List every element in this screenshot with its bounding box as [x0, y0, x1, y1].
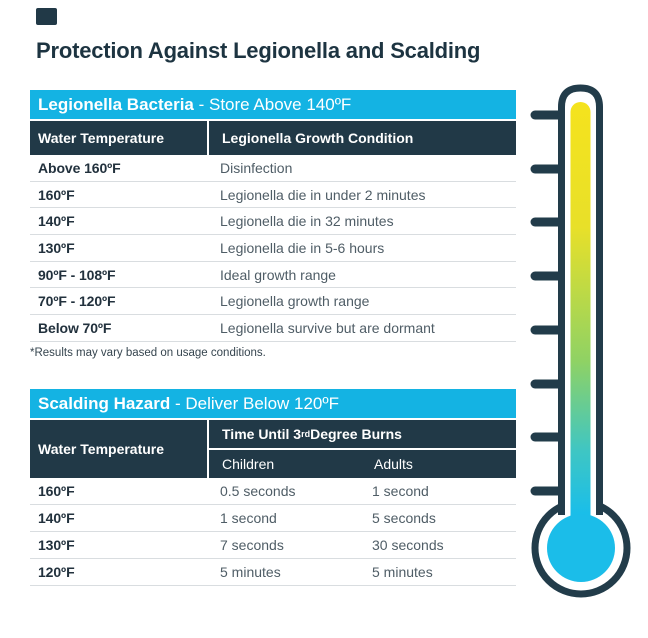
legionella-band-rest-text: - Store Above 140ºF [193, 95, 352, 114]
table-row: 130ºF Legionella die in 5-6 hours [30, 235, 516, 262]
table-row: 140ºF Legionella die in 32 minutes [30, 208, 516, 236]
legionella-table: Legionella Bacteria - Store Above 140ºF … [30, 90, 516, 359]
thermometer-tick-marks [530, 110, 565, 496]
row-temperature: 90ºF - 108ºF [38, 266, 116, 283]
row-temperature: 160ºF [38, 482, 75, 499]
row-temperature: 140ºF [38, 509, 75, 526]
row-children-time: 1 second [220, 509, 277, 526]
row-temperature: 130ºF [38, 239, 75, 256]
row-temperature: 160ºF [38, 186, 75, 203]
row-condition: Legionella die in under 2 minutes [220, 186, 426, 203]
subheader-children: Children [222, 455, 275, 472]
thermometer-bulb-fill [547, 514, 615, 582]
row-condition: Legionella die in 32 minutes [220, 213, 394, 230]
table-row: 140ºF 1 second 5 seconds [30, 505, 516, 532]
table-row: Below 70ºF Legionella survive but are do… [30, 315, 516, 342]
table-row: 160ºF 0.5 seconds 1 second [30, 478, 516, 505]
scalding-subheader-row: Children Adults [209, 450, 516, 478]
thermometer-gradient-icon [530, 84, 631, 598]
row-temperature: Above 160ºF [38, 159, 121, 176]
row-temperature: 70ºF - 120ºF [38, 293, 116, 310]
table-row: 120ºF 5 minutes 5 minutes [30, 559, 516, 586]
scalding-table: Scalding Hazard - Deliver Below 120ºF Wa… [30, 388, 516, 586]
scalding-band-bold-text: Scalding Hazard [38, 393, 171, 413]
subheader-adults: Adults [374, 455, 413, 472]
content-column: Legionella Bacteria - Store Above 140ºF … [30, 90, 516, 586]
table-row: Above 160ºF Disinfection [30, 155, 516, 182]
section-spacer [30, 359, 516, 389]
burns-label-post: Degree Burns [310, 425, 402, 442]
brand-logo-square [36, 8, 57, 25]
row-temperature: 130ºF [38, 536, 75, 553]
row-condition: Legionella survive but are dormant [220, 319, 435, 336]
page-title: Protection Against Legionella and Scaldi… [36, 38, 481, 63]
thermometer-gradient-column [570, 102, 591, 549]
row-condition: Ideal growth range [220, 266, 336, 283]
scalding-band-rest-text: - Deliver Below 120ºF [170, 393, 339, 413]
row-adults-time: 1 second [372, 482, 429, 499]
row-temperature: Below 70ºF [38, 319, 112, 336]
row-temperature: 120ºF [38, 563, 75, 580]
row-adults-time: 5 minutes [372, 563, 433, 580]
row-children-time: 5 minutes [220, 563, 281, 580]
row-children-time: 0.5 seconds [220, 482, 296, 499]
row-condition: Legionella growth range [220, 293, 370, 310]
table-row: 70ºF - 120ºF Legionella growth range [30, 288, 516, 316]
burns-label-pre: Time Until 3 [222, 425, 302, 442]
row-adults-time: 30 seconds [372, 536, 444, 553]
legionella-table-title-band: Legionella Bacteria - Store Above 140ºF [30, 90, 516, 119]
row-temperature: 140ºF [38, 213, 75, 230]
row-condition: Legionella die in 5-6 hours [220, 239, 385, 256]
row-condition: Disinfection [220, 159, 293, 176]
legionella-table-header: Water Temperature Legionella Growth Cond… [30, 121, 516, 155]
table-row: 90ºF - 108ºF Ideal growth range [30, 262, 516, 289]
legionella-band-bold-text: Legionella Bacteria [38, 95, 194, 114]
table-row: 130ºF 7 seconds 30 seconds [30, 532, 516, 559]
scalding-table-title-band: Scalding Hazard - Deliver Below 120ºF [30, 388, 516, 418]
legionella-header-growth-condition: Legionella Growth Condition [222, 130, 414, 146]
legionella-header-water-temperature: Water Temperature [30, 121, 209, 155]
row-children-time: 7 seconds [220, 536, 284, 553]
scalding-header-water-temperature: Water Temperature [30, 419, 209, 478]
table-row: 160ºF Legionella die in under 2 minutes [30, 182, 516, 209]
results-disclaimer: *Results may vary based on usage conditi… [30, 346, 266, 359]
row-adults-time: 5 seconds [372, 509, 436, 526]
